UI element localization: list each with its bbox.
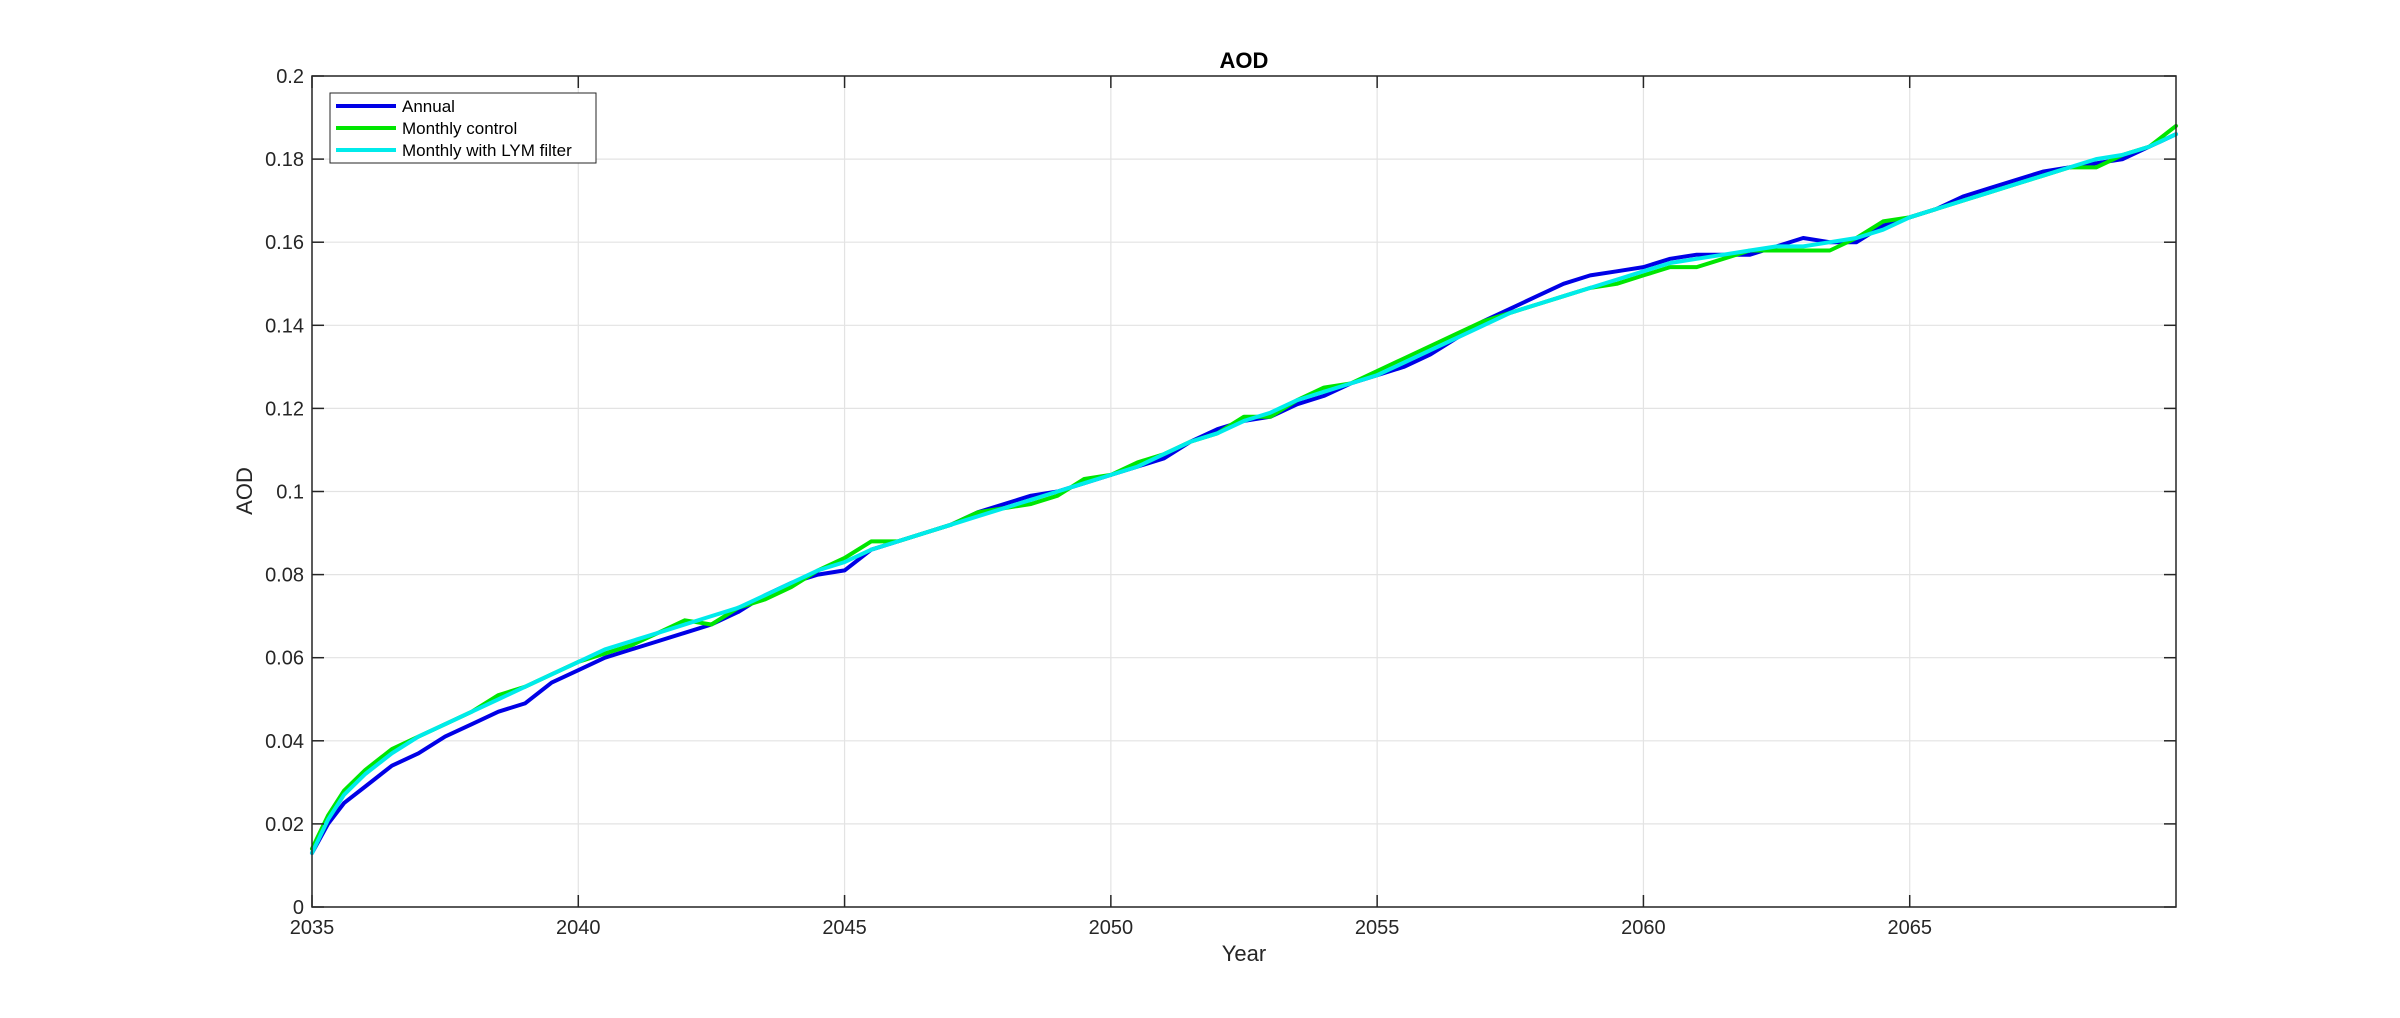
series-line-2 xyxy=(310,132,2178,855)
legend-label-0: Annual xyxy=(402,97,455,116)
series-lines xyxy=(310,123,2178,855)
y-tick-label: 0.14 xyxy=(265,315,304,337)
x-tick-label: 2040 xyxy=(556,917,601,939)
legend-label-1: Monthly control xyxy=(402,119,517,138)
y-axis-title: AOD xyxy=(232,467,257,515)
x-tick-label: 2050 xyxy=(1089,917,1134,939)
y-tick-label: 0 xyxy=(293,897,304,919)
y-tick-label: 0.04 xyxy=(265,731,304,753)
x-tick-label: 2045 xyxy=(822,917,867,939)
x-axis-title: Year xyxy=(1222,941,1266,966)
x-tick-label: 2065 xyxy=(1887,917,1932,939)
x-tick-label: 2055 xyxy=(1355,917,1400,939)
y-tick-label: 0.1 xyxy=(276,482,304,504)
y-tick-label: 0.16 xyxy=(265,232,304,254)
x-tick-label: 2035 xyxy=(290,917,335,939)
x-tick-label: 2060 xyxy=(1621,917,1666,939)
legend-label-2: Monthly with LYM filter xyxy=(402,141,572,160)
y-tick-label: 0.12 xyxy=(265,398,304,420)
y-tick-label: 0.2 xyxy=(276,66,304,88)
chart-title: AOD xyxy=(1220,48,1269,73)
y-tick-label: 0.02 xyxy=(265,814,304,836)
axis-ticks: 2035 2040 2045 2050 2055 2060 2065 0 0.02 0.04 0.0… xyxy=(265,66,2176,939)
y-tick-label: 0.08 xyxy=(265,565,304,587)
y-tick-label: 0.18 xyxy=(265,149,304,171)
y-tick-label: 0.06 xyxy=(265,648,304,670)
legend: Annual Monthly control Monthly with LYM fi… xyxy=(329,92,597,164)
